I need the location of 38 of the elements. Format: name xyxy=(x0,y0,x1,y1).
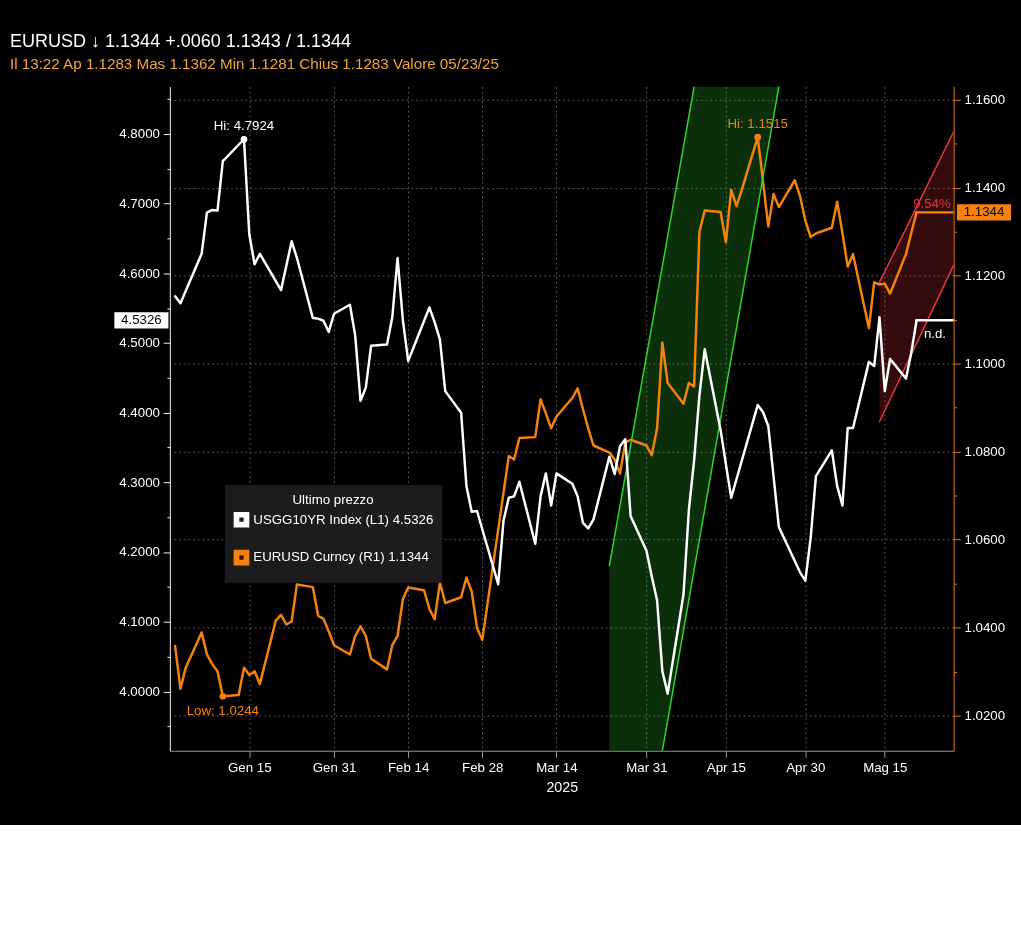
x-tick-label: Feb 14 xyxy=(387,760,430,776)
x-tick-label: Gen 15 xyxy=(228,760,272,776)
data-label: Hi: 1.1515 xyxy=(727,115,788,131)
x-tick-label: Mag 15 xyxy=(863,760,908,776)
y-tick-label: 4.5000 xyxy=(119,335,160,351)
x-tick-label: Gen 31 xyxy=(312,760,357,776)
data-label: Hi: 4.7924 xyxy=(213,117,275,133)
y2-tick-label: 1.1600 xyxy=(964,92,1006,108)
text: 4.5326 xyxy=(121,312,162,328)
y2-tick-label: 1.0200 xyxy=(964,707,1006,723)
y2-tick-label: 1.0400 xyxy=(964,619,1006,635)
y-tick-label: 4.6000 xyxy=(119,265,160,281)
y2-tick-label: 1.1400 xyxy=(964,180,1006,195)
y-tick-label: 4.4000 xyxy=(119,405,160,421)
y-tick-label: 4.7000 xyxy=(119,195,160,211)
data-label: n.d. xyxy=(923,326,947,342)
y-tick-label: 4.1000 xyxy=(119,614,160,630)
legend-label: USGG10YR Index (L1) 4.5326 xyxy=(253,511,434,527)
x-tick-label: Apr 30 xyxy=(786,760,826,776)
legend-label: EURUSD Curncy (R1) 1.1344 xyxy=(253,549,429,565)
y2-tick-label: 1.0600 xyxy=(964,531,1006,547)
legend-title: Ultimo prezzo xyxy=(292,492,374,508)
y-tick-label: 4.8000 xyxy=(119,126,160,142)
y-tick-label: 4.2000 xyxy=(119,544,160,560)
x-axis-title: 2025 xyxy=(546,779,579,796)
y-tick-label: 4.0000 xyxy=(119,683,160,699)
x-tick-label: Mar 14 xyxy=(536,760,578,776)
chart-title: EURUSD ↓ 1.1344 +.0060 1.1343 / 1.1344 xyxy=(9,30,351,51)
x-tick-label: Feb 28 xyxy=(462,760,504,776)
y-tick-label: 4.3000 xyxy=(119,474,160,490)
y2-tick-label: 1.1200 xyxy=(964,267,1006,283)
data-label: Low: 1.0244 xyxy=(186,703,259,719)
y2-tick-label: 1.1000 xyxy=(964,355,1006,371)
chart-subtitle: Il 13:22 Ap 1.1283 Mas 1.1362 Min 1.1281 Chius 1.1283 Valore 05/23/25 xyxy=(9,54,499,72)
y2-tick-label: 1.0800 xyxy=(964,443,1006,459)
x-tick-label: Mar 31 xyxy=(626,760,668,776)
data-label: 1.1344 xyxy=(963,204,1005,220)
x-tick-label: Apr 15 xyxy=(706,760,746,776)
